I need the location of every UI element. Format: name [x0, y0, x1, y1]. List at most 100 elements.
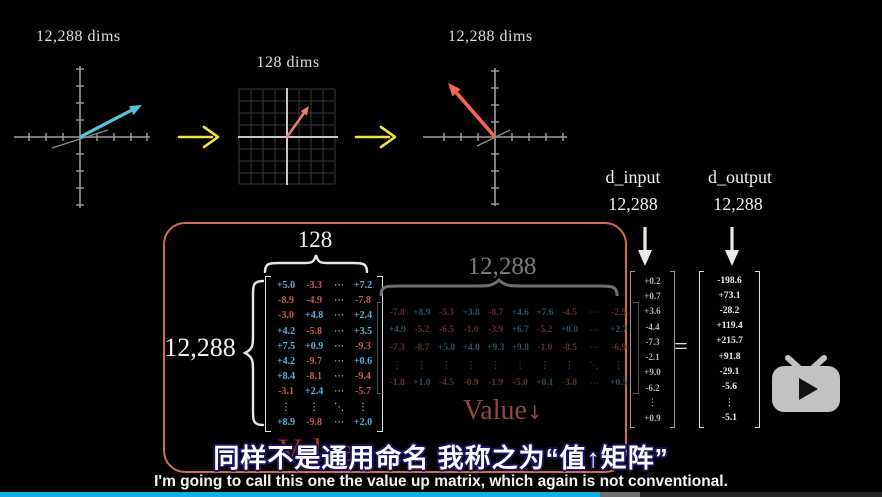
left-dims-label: 12,288 dims [36, 28, 121, 45]
matrix-cell: ⋮ [613, 360, 624, 372]
matrix-cell: +0.7 [644, 290, 661, 301]
matrix-cell: +4.2 [276, 356, 296, 368]
matrix-cell: -1.9 [488, 378, 504, 389]
matrix-cell: ⋮ [281, 401, 292, 413]
white-down-arrow-icon [725, 227, 739, 266]
matrix-cell: -3.3 [306, 280, 323, 292]
matrix-cell: +3.5 [353, 325, 373, 337]
matrix-cell: -7.3 [389, 342, 405, 353]
matrix-cell: ⋮ [648, 398, 657, 409]
matrix-cell: -6.2 [645, 382, 660, 393]
matrix-cell: -8.1 [306, 371, 323, 383]
up-arrow-subscript: ↑ [353, 442, 372, 467]
matrix-cell: -3.8 [561, 378, 578, 389]
matrix-cell: +9.0 [644, 367, 661, 378]
top-brace [263, 254, 369, 273]
matrix-cell: ⋯ [334, 340, 345, 352]
matrix-cell: ⋱ [334, 401, 345, 413]
subtitle-english: I'm going to call this one the value up … [154, 473, 728, 490]
output-vector: -198.6 +73.1 -28.2 +119.4 +215.7 +91.8 -29.1 -5… [699, 271, 760, 428]
matrix-cell: -6.5 [438, 325, 455, 336]
matrix-cell: -9.3 [355, 340, 371, 352]
blue-vector-arrow [79, 105, 142, 139]
matrix-cell: +0.6 [353, 356, 373, 368]
faded-col-count-label: 12,288 [467, 253, 537, 280]
mid-dims-label: 128 dims [256, 54, 320, 71]
down-arrow-subscript: ↓ [526, 402, 543, 424]
matrix-cell: -4.9 [306, 295, 323, 307]
matrix-cell: +4.0 [462, 342, 480, 353]
right-dims-label: 12,288 dims [448, 28, 533, 45]
matrix-cell: +2.4 [353, 310, 373, 322]
equals-sign: = [674, 334, 688, 360]
d-output-label: d_output [707, 167, 772, 187]
matrix-cell: ⋮ [724, 397, 735, 409]
matrix-cell: +1.0 [413, 378, 431, 389]
matrix-cell: -28.2 [719, 305, 740, 316]
matrix-cell: -9.7 [306, 356, 323, 368]
matrix-cell: +0.9 [644, 413, 661, 424]
matrix-cell: ⋮ [490, 360, 501, 372]
matrix-cell: ⋯ [334, 371, 345, 383]
progress-played[interactable] [0, 492, 600, 497]
matrix-cell: -4.4 [645, 321, 660, 332]
matrix-cell: ⋯ [589, 342, 599, 354]
value-matrix-box [163, 222, 627, 473]
matrix-cell: ⋯ [334, 280, 345, 292]
matrix-cell: -5.8 [306, 325, 323, 337]
matrix-cell: +4.9 [388, 325, 406, 336]
matrix-cell: +4.2 [276, 325, 296, 337]
matrix-cell: +4.8 [305, 310, 324, 322]
matrix-cell: -7.8 [389, 307, 405, 318]
matrix-cell: -4.5 [438, 378, 455, 389]
matrix-cell: +7.5 [276, 340, 296, 352]
matrix-cell: +0.1 [536, 378, 554, 389]
matrix-cell: -3.1 [278, 386, 294, 398]
z-axis [51, 129, 109, 149]
matrix-cell: +3.6 [644, 306, 661, 317]
matrix-cell: ⋮ [309, 401, 320, 413]
red-vector-arrow [448, 83, 497, 139]
matrix-cell: +2.0 [353, 416, 373, 428]
matrix-cell: ⋯ [589, 377, 599, 389]
matrix-cell: ⋯ [334, 386, 345, 398]
matrix-cell: +2.7 [610, 325, 628, 336]
left-brace [243, 279, 265, 427]
matrix-cell: -8.7 [414, 342, 430, 353]
matrix-cell: ⋮ [392, 360, 403, 372]
matrix-cell: +7.2 [353, 280, 373, 292]
matrix-cell: -5.6 [721, 381, 738, 392]
matrix-cell: +5.0 [276, 280, 296, 292]
col-count-label: 128 [297, 227, 333, 252]
matrix-cell: ⋯ [589, 307, 599, 319]
matrix-cell: +119.4 [716, 321, 743, 332]
input-vector: +0.2 +0.7 +3.6 -4.4 -7.3 -2.1 +9.0 -6.2 ⋮ +0.9 [630, 271, 675, 428]
bilibili-play-icon[interactable] [769, 354, 843, 414]
matrix-cell: -0.9 [463, 378, 479, 389]
matrix-cell: -3.0 [278, 310, 294, 322]
matrix-cell: -5.1 [721, 413, 738, 424]
matrix-cell: -7.3 [645, 336, 660, 347]
matrix-cell: -7.8 [355, 295, 371, 307]
matrix-cell: -9.8 [306, 416, 323, 428]
d-input-dims: 12,288 [608, 194, 658, 214]
grid-plane [238, 88, 338, 185]
matrix-cell: ⋯ [334, 310, 345, 322]
matrix-cell: +0.5 [610, 378, 628, 389]
matrix-cell: +73.1 [718, 290, 741, 301]
matrix-cell: +9.8 [511, 342, 529, 353]
matrix-cell: -8.7 [488, 307, 504, 318]
matrix-cell: +8.9 [413, 307, 431, 318]
d-output-dims: 12,288 [713, 194, 763, 214]
subtitle-chinese: 同样不是通用命名 我称之为“值↑矩阵” [213, 443, 669, 473]
matrix-cell: -3.9 [488, 325, 504, 336]
matrix-cell: +2.4 [305, 386, 324, 398]
yellow-arrow-icon [354, 125, 397, 149]
matrix-cell: -29.1 [719, 366, 740, 377]
matrix-cell: +6.7 [511, 325, 529, 336]
matrix-cell: ⋮ [466, 360, 476, 372]
matrix-cell: +7.6 [536, 307, 554, 318]
matrix-cell: +0.2 [644, 275, 661, 286]
matrix-cell: +0.9 [305, 340, 324, 352]
